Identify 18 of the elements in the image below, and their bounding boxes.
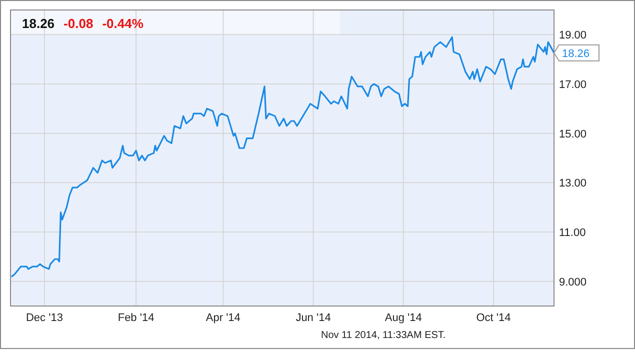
annotation: 18.26 — [562, 48, 590, 60]
line-series — [11, 36, 555, 278]
x-tick-label: Aug '14 — [384, 312, 422, 324]
x-tick-label: Dec '13 — [26, 312, 63, 324]
x-tick-label: Feb '14 — [118, 312, 154, 324]
annotation: -0.08 — [64, 16, 94, 31]
y-tick-label: 13.00 — [559, 178, 587, 190]
y-tick-label: 17.00 — [559, 79, 587, 91]
y-tick-label: 9.000 — [559, 276, 587, 288]
x-tick-label: Jun '14 — [296, 312, 331, 324]
x-tick-label: Apr '14 — [206, 312, 240, 324]
y-tick-label: 19.00 — [559, 30, 587, 42]
y-tick-label: 15.00 — [559, 128, 587, 140]
text: Nov 11 2014, 11:33AM EST. — [321, 330, 446, 341]
annotation: 18.26 — [22, 16, 55, 31]
annotation: -0.44% — [102, 16, 144, 31]
y-tick-label: 11.00 — [559, 227, 586, 239]
x-tick-label: Oct '14 — [476, 312, 511, 324]
